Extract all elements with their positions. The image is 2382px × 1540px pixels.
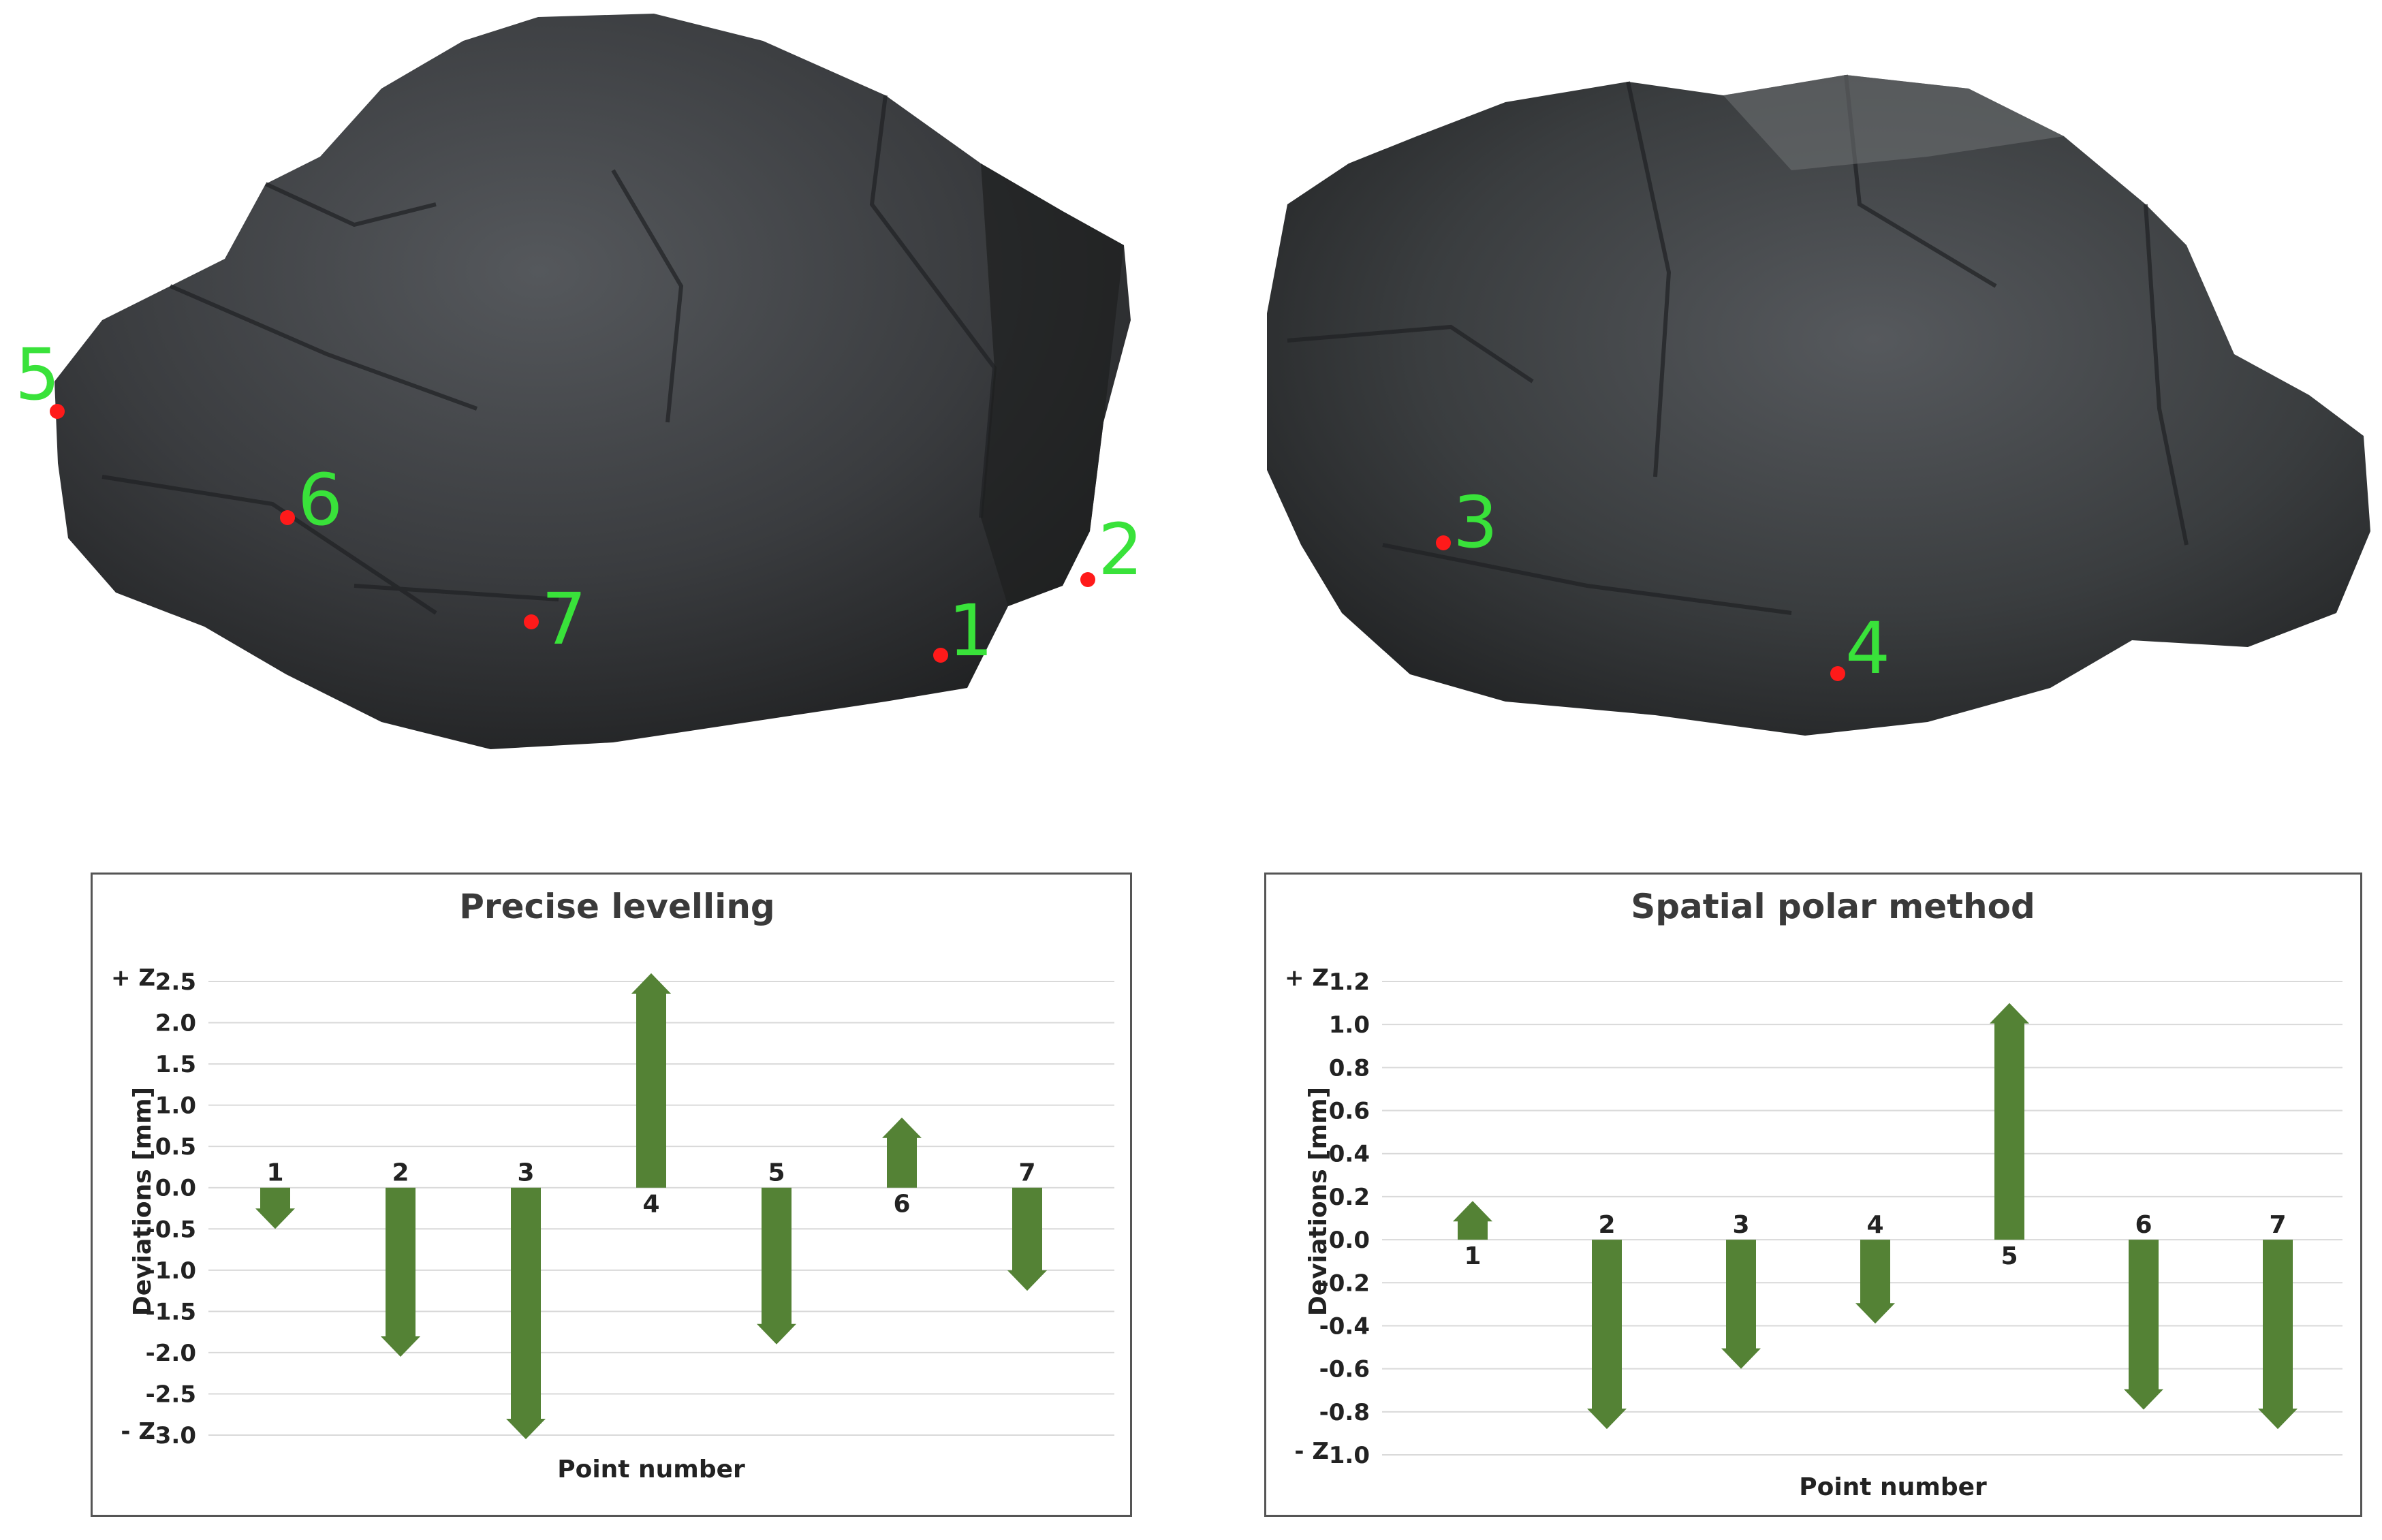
bar-point-2 (1587, 1240, 1627, 1430)
category-label-1: 1 (266, 1159, 283, 1187)
bar-point-3 (506, 1187, 546, 1440)
category-label-6: 6 (2135, 1211, 2152, 1239)
rock-shape (1267, 75, 2370, 736)
point-marker-5 (50, 404, 65, 419)
chart-precise-levelling-svg: Precise levelling Deviations [mm] Point … (111, 887, 1114, 1483)
y-top-marker: + Z (111, 964, 155, 992)
point-marker-2 (1080, 572, 1095, 587)
bar-point-3 (1721, 1240, 1761, 1369)
y-tick-label: -0.8 (1319, 1399, 1370, 1426)
x-axis-label: Point number (557, 1456, 745, 1483)
point-marker-3 (1436, 535, 1451, 550)
y-tick-label: 2.0 (155, 1010, 196, 1037)
category-label-4: 4 (1866, 1211, 1883, 1239)
category-label-2: 2 (1598, 1211, 1615, 1239)
y-tick-label: 0.6 (1329, 1098, 1370, 1125)
category-label-2: 2 (392, 1159, 409, 1187)
point-label-6: 6 (298, 458, 343, 541)
chart-spatial-polar-method-svg: Spatial polar method Deviations [mm] Poi… (1285, 887, 2342, 1501)
category-label-1: 1 (1464, 1242, 1481, 1270)
y-tick-label: -0.4 (1319, 1313, 1370, 1340)
y-bottom-marker: - Z (1294, 1438, 1329, 1465)
y-tick-label: -3.0 (146, 1422, 196, 1449)
left-rock-photo: 5 6 7 1 2 (0, 0, 1158, 770)
y-tick-label: -1.0 (1319, 1442, 1370, 1469)
chart-title: Spatial polar method (1631, 887, 2035, 926)
category-label-5: 5 (2001, 1242, 2018, 1270)
y-axis-label: Deviations [mm] (129, 1087, 157, 1316)
bar-point-1 (255, 1187, 295, 1229)
point-label-4: 4 (1845, 607, 1890, 690)
category-label-7: 7 (2269, 1211, 2286, 1239)
point-label-1: 1 (948, 589, 993, 672)
chart-title: Precise levelling (459, 887, 774, 926)
y-tick-label: 1.2 (1329, 969, 1370, 996)
category-label-4: 4 (642, 1191, 659, 1219)
point-marker-4 (1830, 666, 1845, 681)
point-marker-1 (933, 648, 948, 663)
bar-point-7 (2258, 1240, 2298, 1430)
point-label-3: 3 (1453, 481, 1498, 564)
y-tick-label: -0.5 (146, 1216, 196, 1243)
bar-point-6 (882, 1117, 922, 1188)
category-label-7: 7 (1018, 1159, 1035, 1187)
bar-point-6 (2124, 1240, 2163, 1410)
bar-point-5 (1990, 1003, 2029, 1240)
point-marker-6 (280, 510, 295, 525)
point-label-5: 5 (15, 333, 60, 416)
y-tick-label: 0.2 (1329, 1184, 1370, 1211)
category-label-3: 3 (1732, 1211, 1749, 1239)
point-label-7: 7 (542, 578, 586, 661)
y-tick-label: 2.5 (155, 969, 196, 996)
y-top-marker: + Z (1285, 964, 1329, 992)
y-tick-label: 0.0 (1329, 1227, 1370, 1254)
bar-point-4 (631, 973, 671, 1188)
point-label-2: 2 (1098, 508, 1143, 591)
y-tick-label: -2.5 (146, 1381, 196, 1408)
chart-spatial-polar-method: Spatial polar method Deviations [mm] Poi… (1264, 873, 2362, 1517)
y-tick-label: -1.5 (146, 1298, 196, 1325)
bar-point-7 (1007, 1187, 1047, 1291)
rock-shape (54, 14, 1131, 749)
y-tick-label: 1.0 (155, 1093, 196, 1120)
chart-precise-levelling: Precise levelling Deviations [mm] Point … (91, 873, 1132, 1517)
y-tick-label: 0.8 (1329, 1054, 1370, 1082)
category-label-3: 3 (517, 1159, 534, 1187)
bar-point-2 (381, 1187, 420, 1357)
bar-point-4 (1855, 1240, 1895, 1324)
category-label-5: 5 (768, 1159, 785, 1187)
point-marker-7 (524, 614, 539, 629)
y-bottom-marker: - Z (121, 1418, 155, 1445)
y-tick-label: -0.6 (1319, 1356, 1370, 1383)
y-tick-label: 0.4 (1329, 1141, 1370, 1168)
bar-point-1 (1453, 1201, 1492, 1240)
y-tick-label: -2.0 (146, 1340, 196, 1367)
y-tick-label: -0.2 (1319, 1270, 1370, 1297)
y-axis-label: Deviations [mm] (1304, 1087, 1332, 1316)
x-axis-label: Point number (1799, 1473, 1987, 1501)
y-tick-label: 0.0 (155, 1175, 196, 1202)
y-tick-label: 0.5 (155, 1133, 196, 1161)
y-tick-label: -1.0 (146, 1257, 196, 1285)
y-tick-label: 1.0 (1329, 1011, 1370, 1039)
right-rock-photo: 3 4 (1247, 0, 2382, 770)
y-tick-label: 1.5 (155, 1051, 196, 1078)
bar-point-5 (757, 1187, 796, 1345)
category-label-6: 6 (893, 1191, 910, 1219)
